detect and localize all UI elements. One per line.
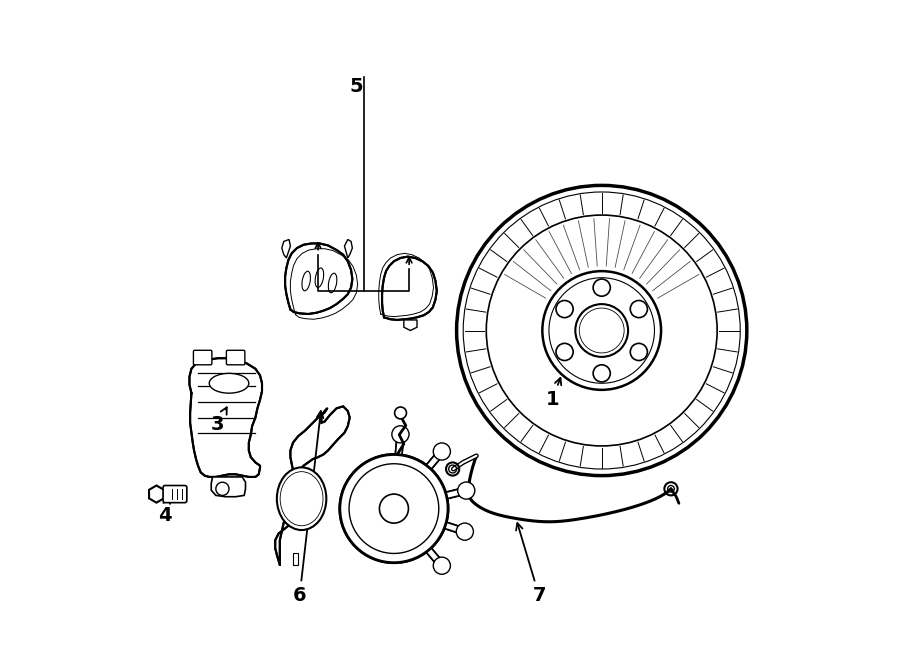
- Circle shape: [458, 482, 475, 499]
- Ellipse shape: [315, 268, 324, 288]
- Circle shape: [433, 443, 450, 460]
- Circle shape: [380, 494, 409, 523]
- Circle shape: [593, 279, 610, 296]
- Circle shape: [340, 455, 448, 563]
- Circle shape: [556, 343, 573, 360]
- Circle shape: [556, 301, 573, 318]
- Ellipse shape: [302, 271, 310, 291]
- Circle shape: [433, 557, 450, 574]
- Polygon shape: [149, 486, 164, 502]
- Text: 7: 7: [516, 523, 545, 605]
- Circle shape: [216, 483, 229, 495]
- Polygon shape: [190, 358, 262, 477]
- Ellipse shape: [277, 467, 327, 530]
- Polygon shape: [275, 407, 350, 564]
- FancyBboxPatch shape: [194, 350, 212, 365]
- Text: 2: 2: [376, 521, 392, 549]
- Ellipse shape: [209, 373, 248, 393]
- Circle shape: [380, 494, 409, 523]
- Text: 1: 1: [545, 378, 562, 409]
- FancyBboxPatch shape: [227, 350, 245, 365]
- Circle shape: [543, 271, 662, 390]
- Circle shape: [630, 343, 647, 360]
- Text: 3: 3: [212, 407, 227, 434]
- Polygon shape: [282, 239, 291, 258]
- Circle shape: [575, 304, 628, 357]
- Polygon shape: [345, 239, 353, 258]
- Circle shape: [630, 301, 647, 318]
- Text: 4: 4: [158, 497, 172, 525]
- Circle shape: [394, 407, 407, 419]
- Circle shape: [456, 523, 473, 540]
- Ellipse shape: [328, 273, 337, 293]
- FancyBboxPatch shape: [163, 486, 187, 502]
- Polygon shape: [293, 553, 298, 564]
- Circle shape: [340, 455, 448, 563]
- Polygon shape: [212, 477, 246, 496]
- Text: 6: 6: [292, 411, 323, 605]
- Text: 5: 5: [349, 77, 363, 96]
- Polygon shape: [285, 243, 353, 314]
- Polygon shape: [382, 256, 436, 320]
- Polygon shape: [404, 320, 417, 330]
- Circle shape: [593, 365, 610, 382]
- Circle shape: [456, 185, 747, 476]
- Circle shape: [392, 426, 409, 443]
